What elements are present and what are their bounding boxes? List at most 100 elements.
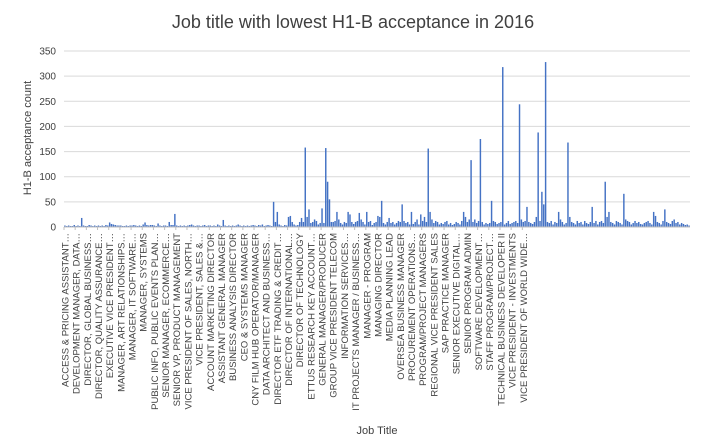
bar [360,219,362,227]
bar [628,221,631,227]
bar [619,222,621,227]
bar [546,221,549,227]
bar [170,224,172,227]
bar [196,225,198,227]
x-tick-label: OVERSEA BUSINESS MANAGER [396,233,407,380]
x-tick-label: MANAGER - PROGRAM [362,233,373,339]
bar [90,225,92,227]
bar [630,224,633,227]
bars [64,62,690,228]
bar [487,223,489,227]
bar [524,220,526,227]
bar [209,225,211,227]
x-tick-label: DIRECTOR, GLOBAL BUSINESS… [83,233,94,386]
bar [474,219,476,227]
bar [421,220,424,227]
bar [442,223,444,227]
bar [677,221,679,227]
x-tick-label: SENIOR EXECUTIVE DIGITAL… [452,233,463,374]
bar [649,222,651,227]
x-tick-label: PUBLIC INFO, PUBLIC EVENTS PLAN… [150,233,161,410]
bar [468,219,470,227]
bar [108,222,111,227]
bar [557,211,560,227]
bar [600,220,603,227]
x-tick-label: VICE PRESIDENT OF SALES, NORTH… [183,233,194,410]
bar [660,224,662,227]
bar [634,220,636,227]
y-tick-label: 200 [39,122,56,133]
bar [198,225,200,227]
bar [312,221,314,227]
bar [591,206,593,227]
bar [418,224,420,227]
bar [336,211,338,227]
bar [278,224,280,227]
bar [380,200,383,227]
bar [110,223,113,227]
bar [310,222,312,227]
bar [479,139,482,227]
bar [513,221,515,227]
x-tick-label: DIRECTOR OF TECHNOLOGY [295,232,306,367]
bar [250,225,252,227]
bar [121,225,124,227]
bar [552,224,554,227]
bar [112,224,115,227]
bar [529,222,532,227]
x-tick-label: CNY FILM HUB OPERATOR/MANAGER [250,233,261,406]
bar [215,225,217,227]
bar [298,221,301,227]
x-tick-label: INFORMATION SERVICES… [340,233,351,359]
bar [541,191,543,227]
x-tick-label: ETTUS RESEARCH KEY ACCOUNT… [306,233,317,400]
bar [162,225,165,227]
bar [349,214,351,227]
bar [338,219,340,227]
bar [153,225,156,227]
bar [446,220,448,227]
bar [200,225,202,227]
bar [580,221,582,227]
bar [181,225,184,227]
bar [662,220,664,227]
bar [358,212,361,227]
bar [179,225,182,227]
bar [639,223,642,227]
bar [507,220,510,227]
bar [326,181,329,227]
y-tick-label: 250 [39,97,56,108]
bar [308,209,310,227]
bar [339,222,342,227]
bar [408,224,411,227]
bar [347,211,349,227]
bar [589,221,592,227]
bar [369,220,372,227]
bar [522,221,524,227]
x-tick-label: STAFF PROGRAM/PROJECT… [485,233,496,371]
bar [641,224,644,227]
bar [185,225,187,227]
x-tick-label: SENIOR MANAGER, ECOMMERCE… [161,233,172,398]
bar [384,224,387,227]
bar [92,225,94,227]
bar [587,223,590,227]
bar [228,225,230,227]
bar [315,220,318,227]
bar [632,222,634,227]
bar [503,224,506,227]
bar [71,225,74,227]
bar [205,225,208,227]
x-tick-label: PROGRAM/PROJECT MANAGERS [418,233,429,386]
bar [461,220,463,227]
bar [464,216,467,227]
bar [244,225,247,227]
bar [366,211,368,227]
y-axis-title: H1-B acceptance count [22,81,34,195]
bar [341,224,344,227]
bar [233,225,236,227]
bar [239,225,241,227]
x-tick-label: GROUP VICE PRESIDENT TELECOM [329,233,340,398]
x-tick-label: ASSISTANT GENERAL MANAGER [217,233,228,383]
bar [120,225,122,227]
